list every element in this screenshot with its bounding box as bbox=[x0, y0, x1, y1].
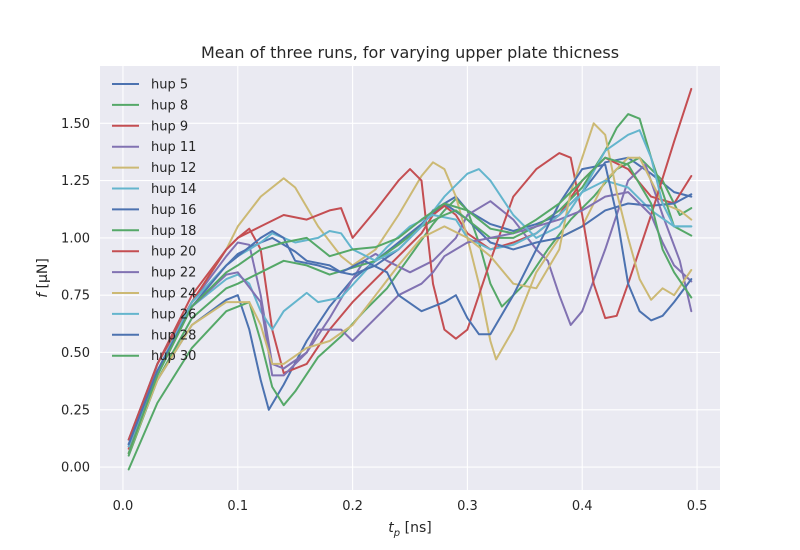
legend-label: hup 24 bbox=[151, 287, 196, 302]
legend-label: hup 26 bbox=[151, 307, 196, 322]
legend-label: hup 30 bbox=[151, 349, 196, 364]
legend-label: hup 8 bbox=[151, 98, 188, 113]
legend-label: hup 11 bbox=[151, 140, 196, 155]
series-line bbox=[127, 156, 693, 455]
x-tick-label: 0.1 bbox=[227, 499, 248, 514]
y-tick-label: 1.25 bbox=[61, 174, 90, 189]
y-tick-label: 0.00 bbox=[61, 461, 90, 476]
legend-label: hup 18 bbox=[151, 224, 196, 239]
legend-label: hup 22 bbox=[151, 266, 196, 281]
series-line bbox=[127, 156, 693, 455]
x-axis-label: tp [ns] bbox=[388, 520, 431, 539]
legend-label: hup 9 bbox=[151, 119, 188, 134]
chart-title: Mean of three runs, for varying upper pl… bbox=[201, 43, 619, 62]
x-tick-labels: 0.0 0.1 0.2 0.3 0.4 0.5 bbox=[113, 499, 708, 514]
legend-label: hup 20 bbox=[151, 245, 196, 260]
series-line bbox=[127, 163, 693, 448]
x-tick-label: 0.2 bbox=[342, 499, 363, 514]
y-tick-label: 0.25 bbox=[61, 403, 90, 418]
series-line bbox=[127, 122, 693, 455]
legend: hup 5 hup 8 hup 9 hup 11 hup 12 hup 14 hup 16 h… bbox=[112, 78, 196, 364]
legend-label: hup 14 bbox=[151, 182, 196, 197]
y-axis-label: f [μN] bbox=[35, 258, 51, 298]
x-tick-label: 0.3 bbox=[457, 499, 478, 514]
plot-area bbox=[100, 66, 720, 490]
series-line bbox=[127, 87, 693, 441]
x-tick-label: 0.4 bbox=[572, 499, 593, 514]
series-line bbox=[127, 163, 693, 446]
x-tick-label: 0.0 bbox=[113, 499, 134, 514]
y-tick-label: 0.75 bbox=[61, 289, 90, 304]
x-tick-label: 0.5 bbox=[687, 499, 708, 514]
legend-label: hup 5 bbox=[151, 78, 188, 93]
series-line bbox=[127, 156, 693, 446]
y-tick-label: 1.50 bbox=[61, 117, 90, 132]
y-tick-labels: 0.00 0.25 0.50 0.75 1.00 1.25 1.50 bbox=[61, 117, 90, 476]
series-line bbox=[127, 113, 693, 457]
legend-label: hup 16 bbox=[151, 203, 196, 218]
series-lines bbox=[127, 87, 693, 471]
legend-label: hup 12 bbox=[151, 161, 196, 176]
y-tick-label: 1.00 bbox=[61, 231, 90, 246]
legend-label: hup 28 bbox=[151, 328, 196, 343]
y-tick-label: 0.50 bbox=[61, 346, 90, 361]
